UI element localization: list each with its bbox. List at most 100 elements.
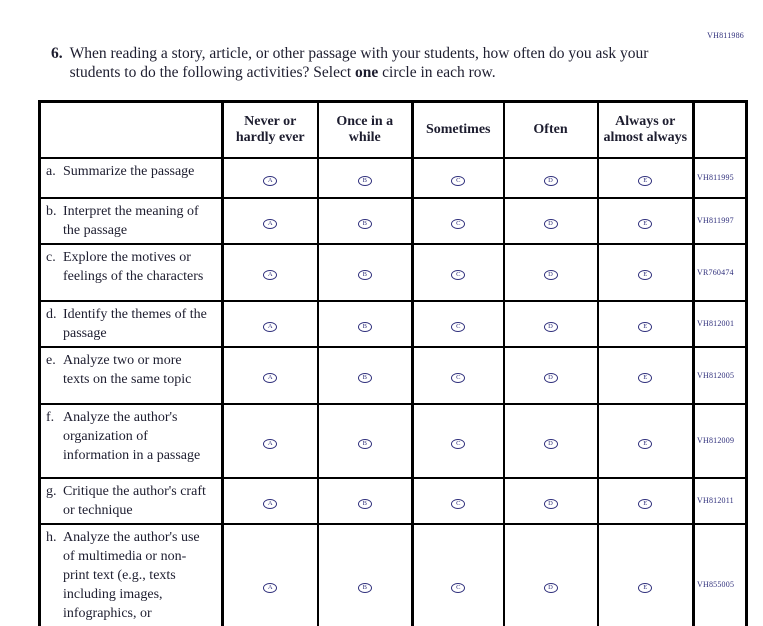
activity-cell: e. Analyze two or more texts on the same … xyxy=(38,345,224,405)
option-cell: D xyxy=(502,156,599,199)
option-f-often[interactable]: D xyxy=(543,438,558,449)
option-letter: C xyxy=(456,439,461,447)
option-letter: C xyxy=(456,219,461,227)
option-cell: E xyxy=(596,156,695,199)
option-letter: E xyxy=(643,219,648,227)
option-f-never-or-hardly-ever[interactable]: A xyxy=(263,438,278,449)
option-d-once-in-a-while[interactable]: B xyxy=(357,321,372,332)
option-letter: E xyxy=(643,176,648,184)
row-letter: h. xyxy=(46,529,57,545)
option-e-never-or-hardly-ever[interactable]: A xyxy=(263,373,278,384)
option-b-often[interactable]: D xyxy=(543,218,558,229)
option-c-always-or-almost-always[interactable]: E xyxy=(638,270,653,281)
option-letter: A xyxy=(267,176,273,184)
option-d-never-or-hardly-ever[interactable]: A xyxy=(263,321,278,332)
option-cell: D xyxy=(502,402,599,479)
option-g-often[interactable]: D xyxy=(543,498,558,509)
option-cell: B xyxy=(316,402,414,479)
option-cell: E xyxy=(596,522,695,626)
option-cell: B xyxy=(316,299,414,348)
option-e-always-or-almost-always[interactable]: E xyxy=(638,373,653,384)
option-a-never-or-hardly-ever[interactable]: A xyxy=(263,175,278,186)
option-g-once-in-a-while[interactable]: B xyxy=(357,498,372,509)
option-cell: A xyxy=(221,476,319,525)
option-letter: E xyxy=(643,374,648,381)
option-f-once-in-a-while[interactable]: B xyxy=(357,438,372,449)
header-always-or-almost-always: Always or almost always xyxy=(596,100,695,159)
option-cell: E xyxy=(596,402,695,479)
option-e-once-in-a-while[interactable]: B xyxy=(357,373,372,384)
option-a-sometimes[interactable]: C xyxy=(451,175,466,186)
option-e-sometimes[interactable]: C xyxy=(451,373,466,384)
item-code: VH855005 xyxy=(692,522,748,626)
table-row: e. Analyze two or more texts on the same … xyxy=(38,345,748,405)
option-cell: E xyxy=(596,299,695,348)
option-letter: E xyxy=(643,499,648,507)
item-code: VH811995 xyxy=(692,156,748,199)
option-cell: C xyxy=(411,196,505,245)
option-b-sometimes[interactable]: C xyxy=(451,218,466,229)
option-letter: D xyxy=(548,271,553,278)
option-letter: B xyxy=(362,219,367,227)
option-c-sometimes[interactable]: C xyxy=(451,270,466,281)
table-row: h. Analyze the author's use of multimedia… xyxy=(38,522,748,626)
option-letter: A xyxy=(267,271,273,278)
option-cell: A xyxy=(221,345,319,405)
option-h-never-or-hardly-ever[interactable]: A xyxy=(263,582,278,593)
item-code: VR760474 xyxy=(692,242,748,302)
option-g-sometimes[interactable]: C xyxy=(451,498,466,509)
option-g-always-or-almost-always[interactable]: E xyxy=(638,498,653,509)
option-letter: A xyxy=(267,219,273,227)
option-c-never-or-hardly-ever[interactable]: A xyxy=(263,270,278,281)
option-letter: A xyxy=(267,583,273,591)
option-h-once-in-a-while[interactable]: B xyxy=(357,582,372,593)
option-letter: A xyxy=(267,322,273,330)
option-letter: B xyxy=(362,439,367,447)
option-c-often[interactable]: D xyxy=(543,270,558,281)
option-b-always-or-almost-always[interactable]: E xyxy=(638,218,653,229)
option-h-always-or-almost-always[interactable]: E xyxy=(638,582,653,593)
activity-cell: g. Critique the author's craft or techniq… xyxy=(38,476,224,525)
option-letter: A xyxy=(267,439,273,447)
header-activity xyxy=(38,100,224,159)
option-letter: D xyxy=(548,322,553,330)
option-cell: D xyxy=(502,345,599,405)
option-d-sometimes[interactable]: C xyxy=(451,321,466,332)
option-cell: B xyxy=(316,156,414,199)
option-cell: D xyxy=(502,196,599,245)
option-h-often[interactable]: D xyxy=(543,582,558,593)
option-letter: E xyxy=(643,271,648,278)
option-e-often[interactable]: D xyxy=(543,373,558,384)
activity-cell: h. Analyze the author's use of multimedia… xyxy=(38,522,224,626)
option-b-never-or-hardly-ever[interactable]: A xyxy=(263,218,278,229)
option-letter: C xyxy=(456,374,461,381)
option-cell: C xyxy=(411,299,505,348)
option-f-sometimes[interactable]: C xyxy=(451,438,466,449)
option-a-always-or-almost-always[interactable]: E xyxy=(638,175,653,186)
option-letter: A xyxy=(267,499,273,507)
row-letter: g. xyxy=(46,483,57,499)
option-d-often[interactable]: D xyxy=(543,321,558,332)
option-b-once-in-a-while[interactable]: B xyxy=(357,218,372,229)
option-d-always-or-almost-always[interactable]: E xyxy=(638,321,653,332)
activity-cell: b. Interpret the meaning of the passage xyxy=(38,196,224,245)
item-code: VH812001 xyxy=(692,299,748,348)
option-f-always-or-almost-always[interactable]: E xyxy=(638,438,653,449)
option-cell: D xyxy=(502,242,599,302)
option-a-often[interactable]: D xyxy=(543,175,558,186)
option-a-once-in-a-while[interactable]: B xyxy=(357,175,372,186)
table-row: a. Summarize the passage A B C D E VH811995 xyxy=(38,156,748,199)
question-block: 6. When reading a story, article, or oth… xyxy=(51,45,691,82)
option-cell: A xyxy=(221,156,319,199)
option-letter: B xyxy=(362,271,367,278)
option-c-once-in-a-while[interactable]: B xyxy=(357,270,372,281)
option-letter: C xyxy=(456,583,461,591)
option-letter: B xyxy=(362,176,367,184)
option-letter: D xyxy=(548,499,553,507)
option-h-sometimes[interactable]: C xyxy=(451,582,466,593)
option-letter: B xyxy=(362,322,367,330)
table-row: g. Critique the author's craft or techniq… xyxy=(38,476,748,525)
option-letter: E xyxy=(643,322,648,330)
option-cell: D xyxy=(502,299,599,348)
option-g-never-or-hardly-ever[interactable]: A xyxy=(263,498,278,509)
